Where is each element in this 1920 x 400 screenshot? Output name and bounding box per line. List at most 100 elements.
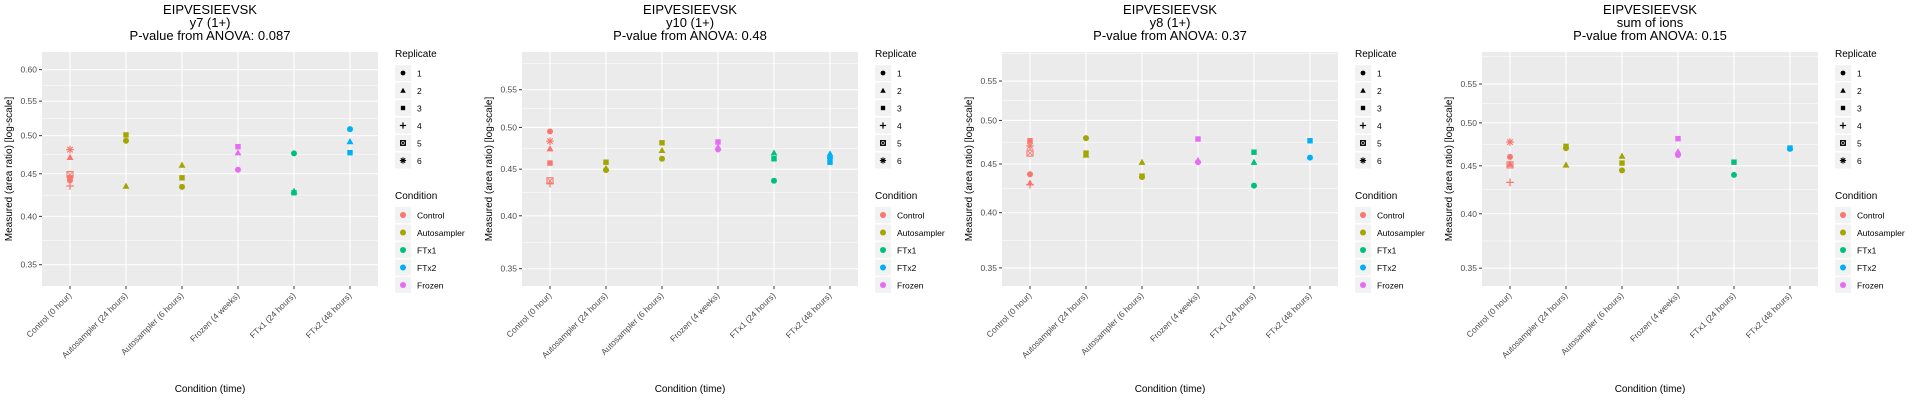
legend-color-dot-icon — [880, 212, 886, 218]
legend-color-dot-icon — [1360, 264, 1366, 271]
ion-subtitle: y8 (1+) — [1150, 15, 1191, 30]
box-outline — [1840, 140, 1846, 146]
asterisk-stroke — [1360, 157, 1366, 164]
y-tick-label: 0.35 — [500, 264, 517, 274]
x-tick-label: Autosampler (6 hours) — [599, 290, 666, 357]
y-tick-label: 0.45 — [1460, 161, 1477, 171]
peptide-title: EIPVESIEEVSK — [1123, 2, 1217, 17]
data-point — [1026, 149, 1034, 157]
ion-subtitle: y10 (1+) — [666, 15, 714, 30]
y-axis-title: Measured (area ratio) [log-scale] — [4, 97, 15, 242]
data-point — [235, 166, 241, 173]
legend-key-square-icon — [880, 105, 886, 111]
data-points — [546, 128, 834, 188]
legend-title-replicate: Replicate — [1835, 49, 1877, 60]
legend-label-replicate: 4 — [897, 121, 902, 131]
y-axis-title: Measured (area ratio) [log-scale] — [484, 97, 495, 242]
x-axis-title: Condition (time) — [1135, 384, 1206, 395]
asterisk-stroke — [1506, 138, 1514, 146]
y-tick-label: 0.45 — [500, 164, 517, 174]
legend-key-triangle-icon — [1360, 87, 1366, 93]
x-tick-label: Control (0 hour) — [1464, 290, 1513, 339]
data-point — [123, 132, 129, 138]
data-point — [1251, 149, 1257, 155]
data-point — [1083, 135, 1089, 142]
legend-label-replicate: 4 — [417, 121, 422, 131]
data-point — [291, 150, 297, 157]
data-point — [66, 153, 74, 161]
y-tick-label: 0.50 — [20, 131, 37, 141]
legend-color-dot-icon — [400, 229, 406, 236]
data-point — [715, 146, 721, 153]
legend: Replicate 1 2 3 4 5 6 Condition Control Autosampl… — [875, 49, 945, 293]
data-point — [66, 182, 74, 190]
y-tick-label: 0.55 — [500, 85, 517, 95]
x-axis-title: Condition (time) — [655, 384, 726, 395]
x-tick-label: FTx1 (24 hours) — [1208, 290, 1258, 340]
legend-label-replicate: 5 — [417, 139, 422, 149]
data-point — [1195, 159, 1201, 166]
legend-label-condition: FTx2 — [417, 263, 437, 273]
legend-label-condition: FTx2 — [897, 263, 917, 273]
ion-subtitle: y7 (1+) — [190, 15, 231, 30]
legend-label-condition: Autosampler — [1857, 228, 1905, 238]
legend-label-condition: Control — [897, 211, 925, 221]
legend-color-dot-icon — [880, 282, 886, 288]
legend-key-asterisk-icon — [1359, 157, 1367, 164]
y-tick-label: 0.40 — [1460, 209, 1477, 219]
legend-key-triangle-icon — [1840, 87, 1846, 93]
data-point — [1250, 158, 1258, 165]
data-point — [178, 161, 186, 168]
legend-key-square-icon — [400, 105, 406, 111]
data-point — [771, 177, 777, 184]
legend-key-circle-icon — [1840, 70, 1846, 76]
legend-key-boxed-x-icon — [1360, 140, 1366, 146]
data-point — [659, 140, 665, 146]
legend-label-replicate: 1 — [417, 69, 422, 79]
data-point — [547, 128, 553, 135]
x-stroke — [1027, 150, 1033, 156]
legend-title-replicate: Replicate — [875, 49, 917, 60]
x-tick-label: FTx1 (24 hours) — [728, 290, 778, 340]
legend-label-condition: Frozen — [1377, 281, 1404, 291]
legend-key-circle-icon — [400, 70, 406, 76]
legend-label-replicate: 2 — [417, 86, 422, 96]
x-axis-title: Condition (time) — [175, 384, 246, 395]
y-tick-label: 0.50 — [980, 115, 997, 125]
legend-label-condition: Frozen — [1857, 281, 1884, 291]
legend-label-condition: FTx1 — [417, 246, 437, 256]
data-point — [1139, 174, 1145, 181]
legend-key-boxed-x-icon — [880, 140, 886, 146]
x-tick-label: Control (0 hour) — [24, 290, 73, 339]
y-tick-label: 0.40 — [500, 211, 517, 221]
data-point — [1675, 152, 1681, 159]
legend-color-dot-icon — [1360, 282, 1366, 288]
legend-color-dot-icon — [1840, 212, 1846, 218]
legend: Replicate 1 2 3 4 5 6 Condition Control Autosampl… — [395, 49, 465, 293]
legend-key-plus-icon — [879, 122, 887, 129]
ion-subtitle: sum of ions — [1617, 15, 1684, 30]
data-point — [1251, 182, 1257, 189]
y-tick-label: 0.55 — [980, 76, 997, 86]
data-point — [770, 149, 778, 156]
legend-label-condition: Control — [417, 211, 445, 221]
legend-label-condition: FTx2 — [1857, 263, 1877, 273]
legend-key-circle-icon — [1360, 70, 1366, 76]
legend-label-replicate: 1 — [1857, 69, 1862, 79]
y-tick-label: 0.35 — [980, 263, 997, 273]
legend-label-condition: Autosampler — [1377, 228, 1425, 238]
plot-background — [42, 52, 378, 286]
legend-color-dot-icon — [400, 264, 406, 271]
x-stroke — [881, 141, 885, 145]
y-tick-label: 0.50 — [500, 122, 517, 132]
legend-title-condition: Condition — [395, 191, 437, 202]
data-point — [347, 126, 353, 133]
x-stroke — [1507, 162, 1513, 168]
pvalue-subtitle: P-value from ANOVA: 0.087 — [130, 28, 291, 43]
legend-label-condition: Frozen — [417, 281, 444, 291]
data-point — [179, 175, 185, 181]
legend-color-dot-icon — [880, 264, 886, 271]
legend-label-replicate: 4 — [1377, 121, 1382, 131]
